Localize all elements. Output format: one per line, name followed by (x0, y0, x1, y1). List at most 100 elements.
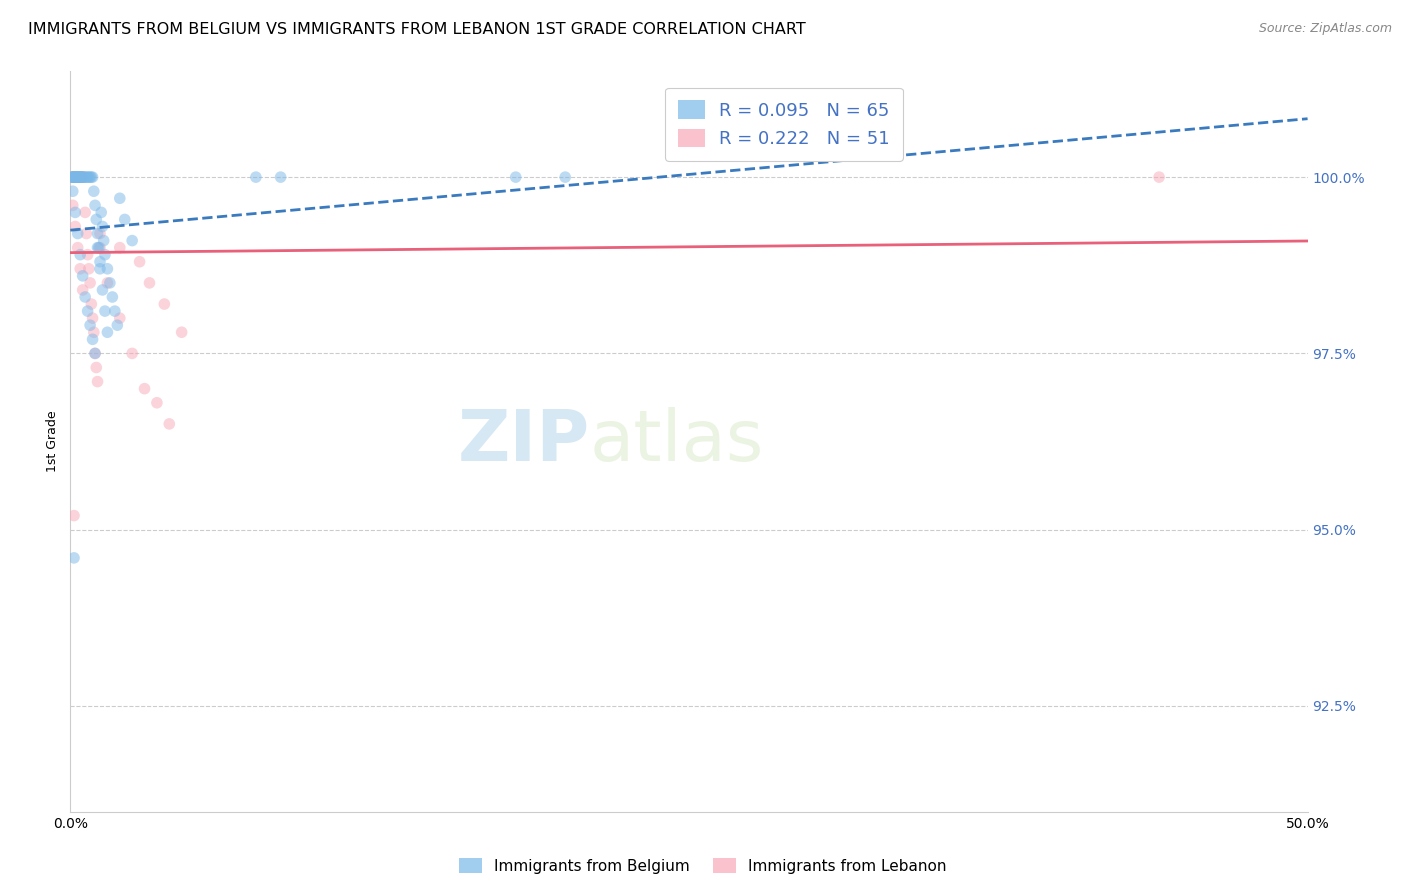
Point (65, 170, 87, 185)
Point (62, 198, 84, 212)
Text: IMMIGRANTS FROM BELGIUM VS IMMIGRANTS FROM LEBANON 1ST GRADE CORRELATION CHART: IMMIGRANTS FROM BELGIUM VS IMMIGRANTS FR… (28, 22, 806, 37)
Point (83, 184, 105, 198)
Point (67, 170, 90, 185)
Point (108, 241, 131, 255)
Point (105, 318, 128, 333)
Point (94, 304, 117, 318)
Point (93, 234, 115, 248)
Point (70, 170, 93, 185)
Point (76, 304, 98, 318)
Point (270, 170, 292, 185)
Point (101, 290, 124, 304)
Point (505, 170, 527, 185)
Point (91, 283, 114, 297)
Point (84, 346, 107, 360)
Point (75, 290, 97, 304)
Point (96, 325, 118, 339)
Point (70, 170, 93, 185)
Point (138, 276, 160, 290)
Point (89, 227, 111, 241)
Point (157, 417, 180, 431)
Point (75, 170, 97, 185)
Point (65, 170, 87, 185)
Point (60, 170, 83, 185)
Point (77, 261, 100, 276)
Point (66, 227, 89, 241)
Point (96, 261, 118, 276)
Point (66, 170, 89, 185)
Legend: R = 0.095   N = 65, R = 0.222   N = 51: R = 0.095 N = 65, R = 0.222 N = 51 (665, 87, 903, 161)
Point (70, 170, 93, 185)
Point (72, 268, 94, 283)
Point (73, 170, 96, 185)
Point (83, 325, 105, 339)
Point (72, 283, 94, 297)
Point (98, 276, 121, 290)
Point (60, 170, 83, 185)
Point (63, 170, 86, 185)
Point (86, 241, 108, 255)
Y-axis label: 1st Grade: 1st Grade (46, 410, 59, 473)
Point (76, 248, 98, 262)
Point (72, 170, 94, 185)
Point (76, 170, 98, 185)
Point (77, 170, 100, 185)
Point (75, 205, 97, 219)
Point (66, 170, 89, 185)
Legend: Immigrants from Belgium, Immigrants from Lebanon: Immigrants from Belgium, Immigrants from… (453, 852, 953, 880)
Point (90, 205, 112, 219)
Point (69, 248, 91, 262)
Point (96, 276, 118, 290)
Point (67, 170, 90, 185)
Text: atlas: atlas (591, 407, 765, 476)
Point (75, 227, 97, 241)
Point (80, 170, 103, 185)
Point (108, 311, 131, 326)
Point (62, 170, 84, 185)
Point (86, 227, 108, 241)
Point (134, 382, 156, 396)
Point (62, 170, 84, 185)
Point (79, 170, 101, 185)
Point (63, 170, 86, 185)
Point (79, 276, 101, 290)
Point (82, 170, 104, 185)
Point (554, 170, 576, 185)
Point (62, 170, 84, 185)
Point (114, 212, 136, 227)
Point (84, 198, 107, 212)
Point (89, 241, 111, 255)
Point (60, 170, 83, 185)
Point (63, 170, 86, 185)
Point (79, 318, 101, 333)
Point (69, 170, 91, 185)
Point (245, 170, 267, 185)
Point (67, 170, 90, 185)
Point (72, 170, 94, 185)
Point (1147, 170, 1170, 185)
Point (86, 375, 108, 389)
Text: Source: ZipAtlas.com: Source: ZipAtlas.com (1258, 22, 1392, 36)
Point (69, 170, 91, 185)
Point (60, 170, 83, 185)
Point (108, 191, 131, 205)
Point (91, 219, 114, 234)
Point (69, 170, 91, 185)
Point (70, 170, 93, 185)
Point (121, 346, 143, 360)
Point (65, 219, 87, 234)
Point (66, 241, 89, 255)
Point (65, 205, 87, 219)
Point (170, 325, 193, 339)
Point (62, 170, 84, 185)
Point (80, 297, 103, 311)
Point (62, 184, 84, 198)
Point (128, 254, 150, 268)
Point (89, 261, 111, 276)
Point (94, 248, 117, 262)
Point (87, 241, 110, 255)
Point (104, 304, 127, 318)
Point (82, 332, 104, 346)
Point (65, 170, 87, 185)
Point (146, 396, 169, 410)
